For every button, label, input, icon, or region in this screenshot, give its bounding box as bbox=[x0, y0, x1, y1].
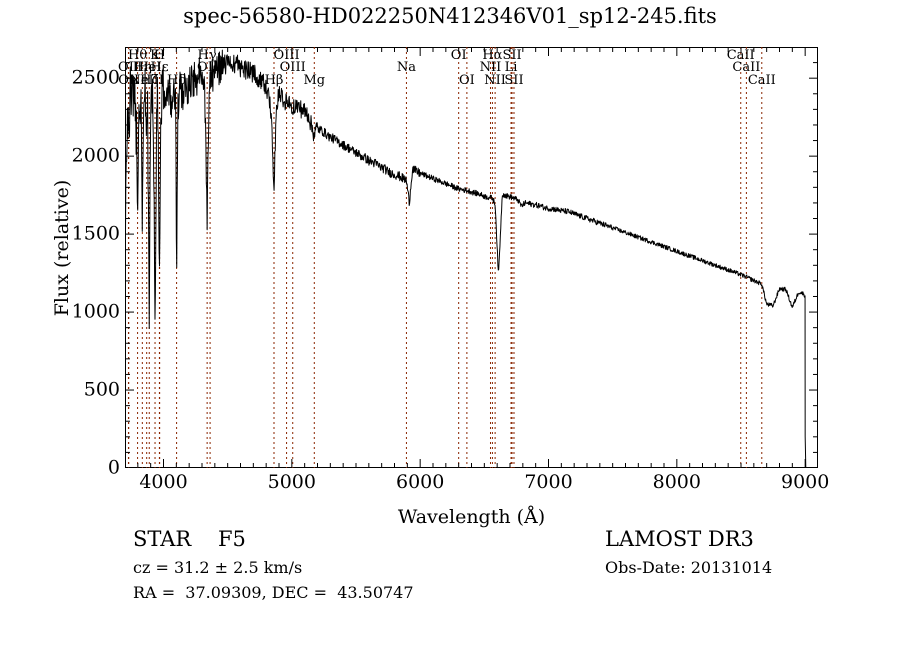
object-classification: STAR F5 bbox=[133, 527, 563, 551]
line-label-OII-3729: OII bbox=[118, 73, 140, 88]
line-label-NeIII-3869: NeIII bbox=[129, 73, 164, 88]
x-tick-label-8000: 8000 bbox=[652, 471, 701, 493]
line-label-OI-6364: OI bbox=[458, 73, 475, 88]
line-label-OIII-4363: OIII bbox=[197, 60, 224, 75]
line-label-SII-6716: SII bbox=[502, 48, 522, 63]
spectrum-canvas bbox=[125, 47, 818, 468]
line-label-Li-6708: Li bbox=[504, 60, 518, 75]
y-axis-label-host: Flux (relative) bbox=[50, 47, 74, 468]
line-label-H-4861: Hβ bbox=[264, 73, 284, 88]
line-label-HeI-3889: HeI bbox=[137, 60, 162, 75]
x-tick-label-4000: 4000 bbox=[139, 471, 188, 493]
line-label-H-3968: H bbox=[153, 48, 166, 63]
line-label-Mg-5175: Mg bbox=[303, 73, 326, 88]
page-title: spec-56580-HD022250N412346V01_sp12-245.f… bbox=[183, 4, 717, 28]
footer-right-column: LAMOST DR3 Obs-Date: 20131014 bbox=[605, 527, 895, 583]
y-tick-label-0: 0 bbox=[107, 456, 120, 479]
line-label-OI-6300: OI bbox=[450, 48, 467, 63]
y-axis-label: Flux (relative) bbox=[51, 179, 73, 317]
line-label-K-3934: K bbox=[150, 48, 160, 63]
line-label-CaII-8662: CaII bbox=[747, 73, 776, 88]
footer-left-column: STAR F5 cz = 31.2 ± 2.5 km/s RA = 37.093… bbox=[133, 527, 563, 608]
radial-velocity: cz = 31.2 ± 2.5 km/s bbox=[133, 558, 303, 578]
line-label-H-4340: Hγ bbox=[197, 48, 217, 63]
line-label-H-3798: Hθ bbox=[128, 48, 148, 63]
y-tick-label-2500: 2500 bbox=[71, 66, 120, 89]
plot-area: OII OII Hθ Hη NeIII K HeI Hζ H Hε Hδ Hγ OIII Hβ OIII OI… bbox=[118, 47, 818, 468]
spectral-class: F5 bbox=[217, 527, 246, 551]
line-label-CaII-8498: CaII bbox=[726, 48, 755, 63]
line-label-NII-6584: NII bbox=[484, 73, 506, 88]
x-tick-label-5000: 5000 bbox=[267, 471, 316, 493]
line-label-SII-6731: SII bbox=[504, 73, 524, 88]
object-type: STAR bbox=[133, 527, 192, 551]
y-axis-ticks: 0 500 1000 1500 2000 2500 bbox=[35, 47, 120, 477]
y-tick-label-500: 500 bbox=[83, 378, 120, 401]
x-axis-ticks: 4000 5000 6000 7000 8000 9000 bbox=[125, 471, 829, 499]
line-label-NII-6548: NII bbox=[479, 60, 502, 75]
line-label-Na-5893: Na bbox=[396, 60, 416, 75]
y-tick-label-1000: 1000 bbox=[71, 300, 120, 323]
line-label-OIII-4959: OIII bbox=[273, 48, 300, 63]
y-tick-label-2000: 2000 bbox=[71, 144, 120, 167]
x-tick-label-7000: 7000 bbox=[524, 471, 573, 493]
y-tick-label-1500: 1500 bbox=[71, 222, 120, 245]
line-label-H-6563: Hα bbox=[482, 48, 503, 63]
line-label-H-3970: Hε bbox=[150, 60, 169, 75]
line-label-OIII-5007: OIII bbox=[279, 60, 306, 75]
survey-name: LAMOST DR3 bbox=[605, 527, 754, 551]
line-label-OII-3727: OII bbox=[118, 60, 139, 75]
line-label-H-3835: Hη bbox=[132, 60, 152, 75]
x-axis-label: Wavelength (Å) bbox=[397, 506, 546, 528]
spectrum-trace bbox=[125, 49, 807, 468]
x-tick-label-9000: 9000 bbox=[781, 471, 830, 493]
line-label-H-4102: Hδ bbox=[167, 73, 187, 88]
line-markers-group bbox=[127, 47, 763, 468]
coordinates: RA = 37.09309, DEC = 43.50747 bbox=[133, 583, 414, 603]
plot-frame bbox=[125, 47, 818, 468]
footer-info: STAR F5 cz = 31.2 ± 2.5 km/s RA = 37.093… bbox=[0, 527, 900, 638]
observation-date: Obs-Date: 20131014 bbox=[605, 558, 773, 578]
line-label-H-3889: Hζ bbox=[140, 73, 159, 88]
x-tick-label-6000: 6000 bbox=[396, 471, 445, 493]
axis-tick-marks bbox=[125, 47, 818, 468]
line-label-CaII-8542: CaII bbox=[732, 60, 761, 75]
